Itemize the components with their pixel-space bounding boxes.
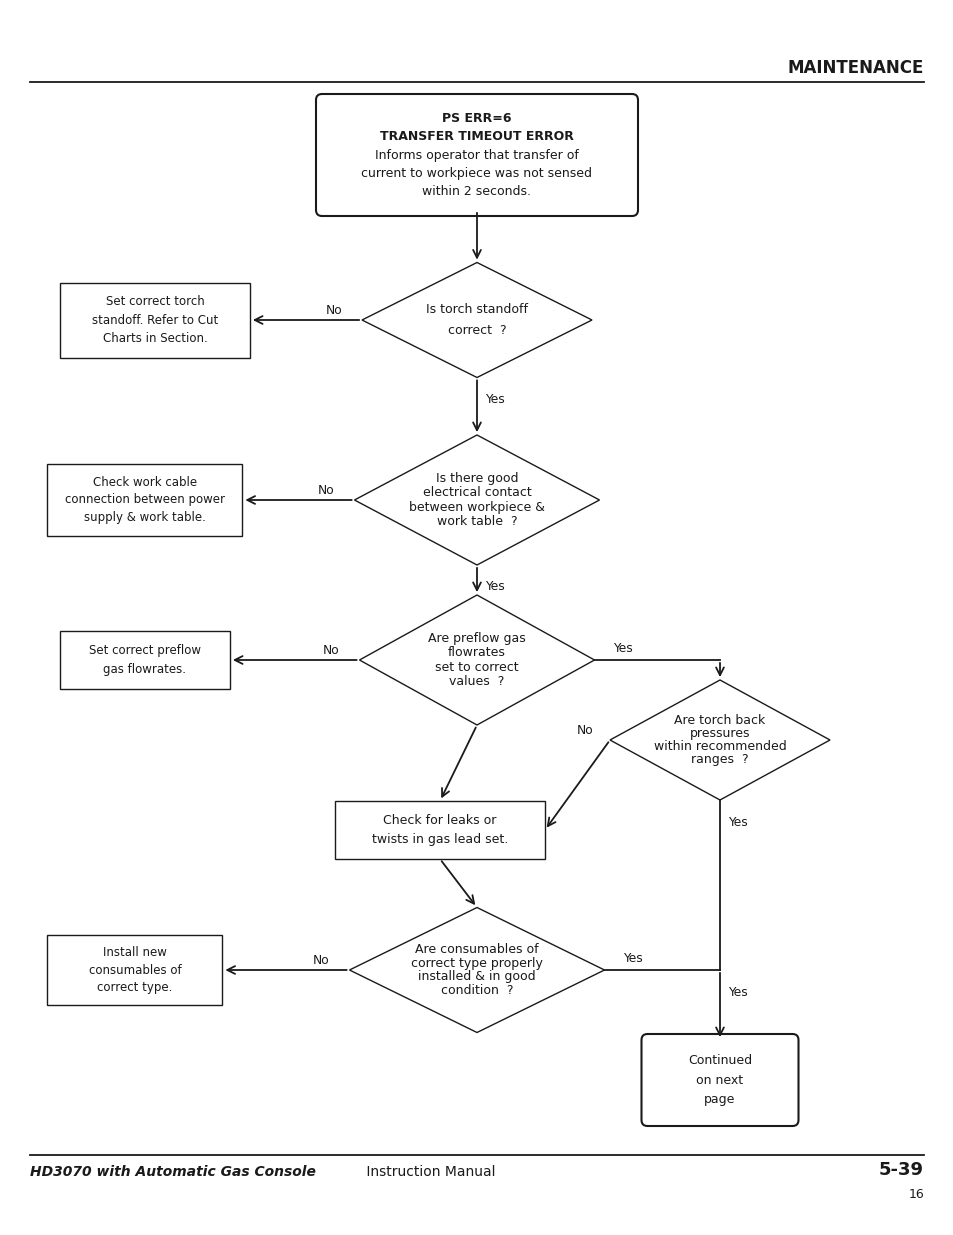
Text: condition  ?: condition ?: [440, 984, 513, 997]
Text: Yes: Yes: [612, 641, 632, 655]
Bar: [48, 464, 242, 536]
Bar: [48, 935, 222, 1005]
Polygon shape: [355, 435, 598, 564]
Text: gas flowrates.: gas flowrates.: [103, 663, 186, 677]
Text: within recommended: within recommended: [653, 740, 785, 753]
Text: connection between power: connection between power: [65, 494, 225, 506]
Text: Yes: Yes: [485, 580, 504, 594]
FancyBboxPatch shape: [315, 94, 638, 216]
Text: between workpiece &: between workpiece &: [409, 500, 544, 514]
Text: Are preflow gas: Are preflow gas: [428, 632, 525, 645]
Text: correct type.: correct type.: [97, 981, 172, 994]
Bar: [60, 631, 230, 689]
Text: Is there good: Is there good: [436, 472, 517, 485]
Text: Check for leaks or: Check for leaks or: [383, 814, 497, 827]
Text: correct type properly: correct type properly: [411, 957, 542, 969]
Text: No: No: [323, 643, 339, 657]
Text: Set correct torch: Set correct torch: [106, 295, 204, 308]
Text: standoff. Refer to Cut: standoff. Refer to Cut: [91, 314, 218, 326]
Text: Yes: Yes: [727, 815, 747, 829]
Text: ranges  ?: ranges ?: [691, 753, 748, 766]
Text: Yes: Yes: [727, 986, 747, 999]
Text: Check work cable: Check work cable: [92, 475, 197, 489]
Text: No: No: [313, 953, 330, 967]
Text: 16: 16: [907, 1188, 923, 1202]
Text: TRANSFER TIMEOUT ERROR: TRANSFER TIMEOUT ERROR: [379, 130, 574, 143]
Text: No: No: [325, 304, 342, 316]
Text: supply & work table.: supply & work table.: [84, 511, 206, 525]
Bar: [335, 802, 544, 860]
Polygon shape: [349, 908, 604, 1032]
Text: Install new: Install new: [103, 946, 167, 960]
Text: PS ERR=6: PS ERR=6: [442, 112, 511, 125]
Text: Is torch standoff: Is torch standoff: [426, 303, 527, 316]
FancyBboxPatch shape: [640, 1034, 798, 1126]
Text: Charts in Section.: Charts in Section.: [103, 332, 207, 346]
Text: correct  ?: correct ?: [447, 324, 506, 337]
Text: Yes: Yes: [485, 393, 504, 406]
Text: Yes: Yes: [622, 951, 641, 965]
Text: work table  ?: work table ?: [436, 515, 517, 527]
Text: twists in gas lead set.: twists in gas lead set.: [372, 834, 508, 846]
Text: Instruction Manual: Instruction Manual: [361, 1165, 495, 1179]
Text: No: No: [317, 483, 335, 496]
Text: flowrates: flowrates: [448, 646, 505, 659]
Text: Are torch back: Are torch back: [674, 714, 765, 726]
Text: No: No: [576, 724, 593, 736]
Text: Are consumables of: Are consumables of: [415, 942, 538, 956]
Text: set to correct: set to correct: [435, 661, 518, 673]
Polygon shape: [359, 595, 594, 725]
Bar: [60, 283, 250, 357]
Text: pressures: pressures: [689, 727, 749, 740]
Text: Informs operator that transfer of: Informs operator that transfer of: [375, 148, 578, 162]
Text: electrical contact: electrical contact: [422, 487, 531, 499]
Text: HD3070 with Automatic Gas Console: HD3070 with Automatic Gas Console: [30, 1165, 315, 1179]
Text: Continued: Continued: [687, 1053, 751, 1067]
Text: within 2 seconds.: within 2 seconds.: [422, 185, 531, 198]
Text: current to workpiece was not sensed: current to workpiece was not sensed: [361, 167, 592, 180]
Text: page: page: [703, 1093, 735, 1107]
Text: consumables of: consumables of: [89, 963, 181, 977]
Text: 5-39: 5-39: [878, 1161, 923, 1179]
Text: installed & in good: installed & in good: [417, 971, 536, 983]
Text: MAINTENANCE: MAINTENANCE: [787, 59, 923, 77]
Text: on next: on next: [696, 1073, 742, 1087]
Polygon shape: [609, 680, 829, 800]
Polygon shape: [361, 263, 592, 378]
Text: values  ?: values ?: [449, 676, 504, 688]
Text: Set correct preflow: Set correct preflow: [89, 643, 201, 657]
